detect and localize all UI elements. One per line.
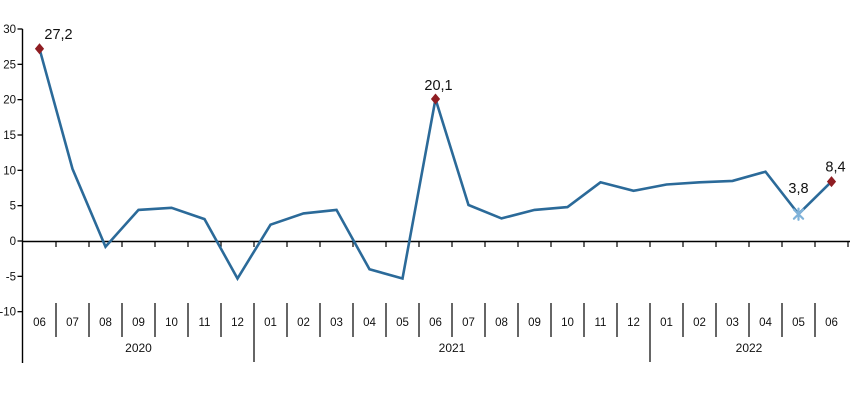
point-value-label: 20,1 [424,78,452,94]
year-label: 2022 [736,341,763,355]
y-axis-tick-label: 25 [3,59,16,71]
y-axis-tick-label: 0 [10,236,16,248]
month-label: 02 [297,317,310,329]
point-marker-diamond [430,93,441,105]
month-label: 09 [132,317,145,329]
month-label: 06 [825,317,838,329]
month-label: 09 [528,317,541,329]
month-label: 08 [495,317,508,329]
point-marker-diamond [34,43,45,55]
y-axis-tick-label: 30 [3,24,16,36]
y-axis-tick-label: 5 [10,201,16,213]
month-label: 11 [595,317,607,329]
month-label: 03 [726,317,739,329]
month-label: 10 [561,317,574,329]
month-label: 06 [33,317,46,329]
month-label: 07 [462,317,475,329]
month-label: 12 [627,317,640,329]
month-label: 02 [693,317,706,329]
month-label: 06 [429,317,442,329]
y-axis-tick-label: -10 [0,307,16,319]
point-value-label: 27,2 [44,27,72,43]
year-label: 2020 [125,341,152,355]
point-value-label: 3,8 [788,181,808,197]
month-label: 04 [759,317,772,329]
month-label: 03 [330,317,343,329]
point-value-label: 8,4 [825,160,845,176]
y-axis-tick-label: 15 [3,130,16,142]
month-label: 07 [66,317,79,329]
year-label: 2021 [439,341,466,355]
month-label: 08 [99,317,112,329]
point-marker-star [792,207,805,221]
y-axis-tick-label: 10 [3,165,16,177]
y-axis-tick-label: 20 [3,95,16,107]
month-label: 05 [792,317,805,329]
y-axis-tick-label: -5 [6,271,16,283]
month-label: 10 [165,317,178,329]
month-label: 12 [231,317,244,329]
month-label: 11 [199,317,211,329]
point-marker-diamond [826,176,837,188]
month-label: 05 [396,317,409,329]
month-label: 01 [264,317,277,329]
month-label: 01 [660,317,673,329]
month-label: 04 [363,317,376,329]
